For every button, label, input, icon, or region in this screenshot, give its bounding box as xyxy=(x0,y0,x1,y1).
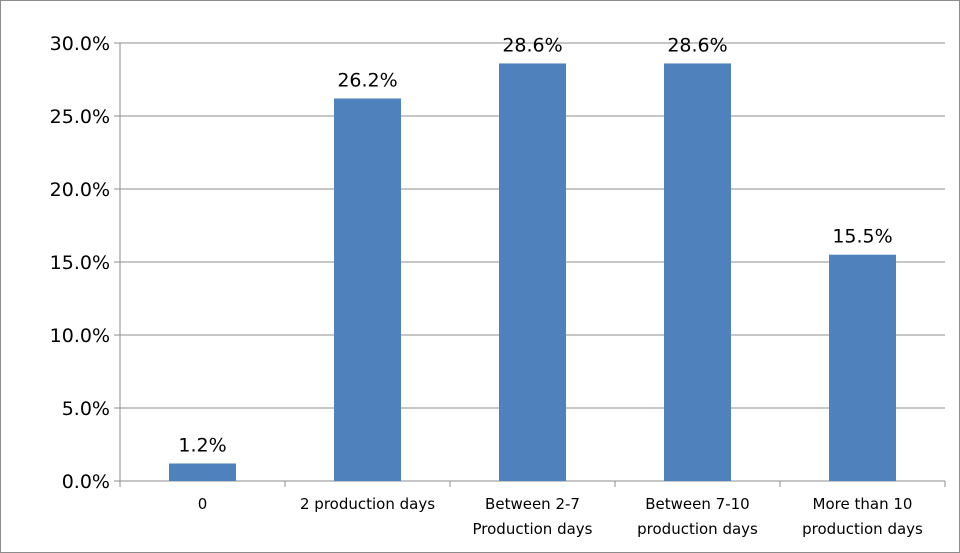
y-tick-label: 10.0% xyxy=(50,325,110,347)
x-category-label: Between 7-10 xyxy=(645,495,749,513)
x-category-label: More than 10 xyxy=(813,495,913,513)
x-category-label: production days xyxy=(802,520,923,538)
data-label: 28.6% xyxy=(502,34,562,56)
bar xyxy=(829,254,896,481)
x-category-label: Between 2-7 xyxy=(485,495,580,513)
data-label: 15.5% xyxy=(832,226,892,248)
bar xyxy=(334,98,401,481)
y-tick-label: 0.0% xyxy=(62,471,110,493)
y-tick-label: 5.0% xyxy=(62,398,110,420)
data-label: 28.6% xyxy=(667,34,727,56)
x-category-label: production days xyxy=(637,520,758,538)
bar xyxy=(664,63,731,481)
y-tick-label: 15.0% xyxy=(50,252,110,274)
y-tick-label: 25.0% xyxy=(50,106,110,128)
bar xyxy=(169,463,236,481)
x-category-label: 0 xyxy=(198,495,208,513)
y-tick-label: 20.0% xyxy=(50,179,110,201)
data-label: 26.2% xyxy=(337,69,397,91)
x-category-label: 2 production days xyxy=(300,495,435,513)
y-tick-label: 30.0% xyxy=(50,33,110,55)
x-category-label: Production days xyxy=(473,520,593,538)
bar xyxy=(499,63,566,481)
data-label: 1.2% xyxy=(178,434,226,456)
